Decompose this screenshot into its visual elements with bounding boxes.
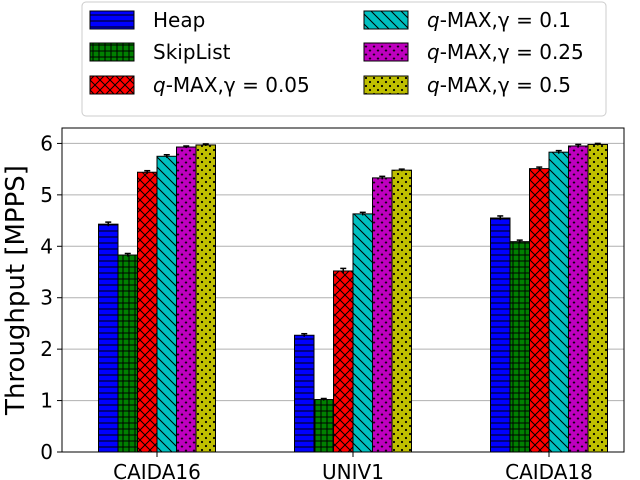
y-axis-ticks: 0 1 2 3 4 5 6 (40, 131, 62, 464)
legend-item: q-MAX,γ = 0.5 (363, 73, 571, 97)
legend-label-text: SkipList (153, 40, 231, 64)
legend-item: SkipList (89, 40, 231, 64)
x-tick-label: CAIDA16 (113, 460, 201, 480)
legend-label-italic: q (153, 73, 166, 97)
bar (137, 171, 158, 453)
bar (490, 217, 511, 453)
legend-swatch (363, 42, 409, 62)
y-tick-label: 6 (40, 131, 53, 155)
legend-label: q-MAX,γ = 0.05 (153, 73, 310, 97)
x-tick-label: CAIDA18 (505, 460, 593, 480)
legend-item: q-MAX,γ = 0.05 (89, 73, 310, 97)
bars (98, 143, 608, 453)
y-tick-label: 4 (40, 234, 53, 258)
bar (333, 270, 354, 453)
x-tick-label: UNIV1 (322, 460, 384, 480)
bar (587, 143, 608, 453)
y-tick-label: 1 (40, 389, 53, 413)
legend-swatch (89, 42, 135, 62)
y-tick-label: 0 (40, 440, 53, 464)
bar (529, 168, 550, 453)
x-axis-ticks: CAIDA16 UNIV1 CAIDA18 (113, 452, 593, 480)
y-tick-label: 2 (40, 337, 53, 361)
legend-label: q-MAX,γ = 0.25 (427, 40, 584, 64)
y-axis-label: Throughput [MPPS] (1, 165, 31, 416)
legend-label: Heap (153, 8, 205, 32)
bar (391, 169, 412, 453)
bar (294, 334, 315, 453)
bar (568, 145, 589, 453)
legend-box (81, 1, 607, 117)
bar (98, 223, 119, 453)
legend-item: q-MAX,γ = 0.25 (363, 40, 584, 64)
legend-label-text: -MAX,γ = 0.05 (166, 73, 310, 97)
legend-label-text: -MAX,γ = 0.25 (440, 40, 584, 64)
bar (509, 241, 530, 453)
plot-frame (61, 127, 625, 453)
bar (117, 254, 138, 453)
legend-label-text: -MAX,γ = 0.5 (440, 73, 571, 97)
bar (156, 155, 177, 453)
y-tick-label: 3 (40, 286, 53, 310)
legend-swatch (363, 10, 409, 30)
bar (548, 151, 569, 453)
error-bars (105, 142, 601, 401)
bar (372, 177, 393, 453)
legend-label: q-MAX,γ = 0.5 (427, 73, 571, 97)
bar (313, 399, 334, 453)
legend-item: Heap (89, 8, 205, 32)
legend-label: SkipList (153, 40, 231, 64)
legend-swatch (89, 10, 135, 30)
bar (352, 213, 373, 453)
y-tick-label: 5 (40, 183, 53, 207)
bar (176, 146, 197, 453)
legend-label-italic: q (427, 73, 440, 97)
bar (195, 144, 216, 453)
legend-label-text: -MAX,γ = 0.1 (440, 8, 571, 32)
legend-item: q-MAX,γ = 0.1 (363, 8, 571, 32)
legend-swatch (363, 75, 409, 95)
legend-label-italic: q (427, 8, 440, 32)
legend-swatch (89, 75, 135, 95)
legend-label-text: Heap (153, 8, 205, 32)
legend-label-italic: q (427, 40, 440, 64)
legend-label: q-MAX,γ = 0.1 (427, 8, 571, 32)
